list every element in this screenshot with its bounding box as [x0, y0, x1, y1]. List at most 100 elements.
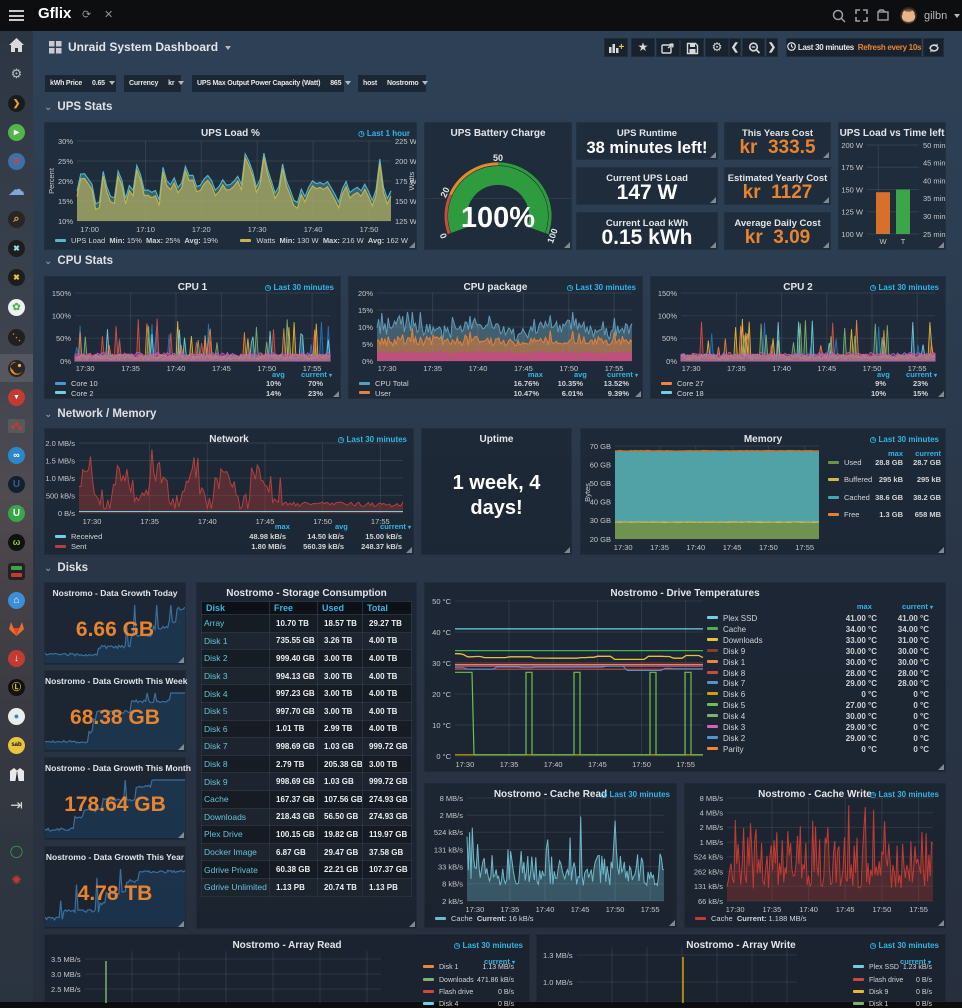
svg-text:15%: 15% [358, 306, 373, 315]
svg-text:17:35: 17:35 [121, 364, 140, 373]
svg-text:17:50: 17:50 [863, 364, 882, 373]
svg-text:17:40: 17:40 [772, 364, 791, 373]
svg-text:17:30: 17:30 [83, 517, 102, 526]
svg-text:100: 100 [545, 227, 560, 245]
svg-text:10 °C: 10 °C [432, 721, 451, 730]
svg-text:0 °C: 0 °C [436, 752, 451, 761]
svg-text:17:45: 17:45 [212, 364, 231, 373]
svg-text:17:55: 17:55 [676, 760, 695, 769]
svg-text:17:45: 17:45 [588, 760, 607, 769]
svg-text:225 W: 225 W [395, 137, 416, 146]
svg-text:17:50: 17:50 [606, 905, 625, 914]
svg-text:200 W: 200 W [841, 141, 864, 150]
svg-text:17:35: 17:35 [140, 517, 159, 526]
svg-text:50%: 50% [662, 334, 677, 343]
svg-text:35 min: 35 min [923, 194, 946, 203]
svg-text:17:40: 17:40 [167, 364, 186, 373]
svg-text:1.3 MB/s: 1.3 MB/s [543, 951, 573, 960]
svg-text:175 W: 175 W [395, 177, 416, 186]
svg-text:8 kB/s: 8 kB/s [442, 880, 463, 889]
svg-text:66 kB/s: 66 kB/s [698, 897, 723, 906]
svg-text:100%: 100% [52, 312, 72, 321]
svg-text:15%: 15% [58, 197, 73, 206]
svg-text:40 °C: 40 °C [432, 628, 451, 637]
svg-text:17:55: 17:55 [605, 364, 624, 373]
svg-text:10%: 10% [58, 217, 73, 226]
svg-text:131 kB/s: 131 kB/s [434, 845, 463, 854]
svg-text:150%: 150% [52, 289, 72, 298]
svg-text:17:50: 17:50 [632, 760, 651, 769]
svg-text:0 B/s: 0 B/s [58, 509, 75, 518]
svg-text:50: 50 [493, 153, 503, 163]
svg-text:17:30: 17:30 [76, 364, 95, 373]
svg-text:17:45: 17:45 [256, 517, 275, 526]
svg-text:70 GB: 70 GB [590, 442, 611, 451]
svg-text:Bytes: Bytes [583, 483, 592, 502]
svg-text:50%: 50% [56, 334, 71, 343]
svg-text:0%: 0% [666, 357, 677, 366]
svg-text:150 W: 150 W [395, 197, 416, 206]
svg-text:8 MB/s: 8 MB/s [700, 794, 724, 803]
svg-text:50 min: 50 min [923, 141, 946, 150]
svg-text:17:50: 17:50 [759, 543, 778, 552]
svg-text:25%: 25% [58, 157, 73, 166]
svg-text:17:45: 17:45 [723, 543, 742, 552]
svg-text:20 GB: 20 GB [590, 535, 611, 544]
svg-text:2 MB/s: 2 MB/s [700, 823, 724, 832]
svg-text:17:50: 17:50 [559, 364, 578, 373]
svg-text:5%: 5% [362, 340, 373, 349]
svg-text:125 W: 125 W [395, 217, 416, 226]
svg-text:50 GB: 50 GB [590, 479, 611, 488]
svg-text:17:35: 17:35 [763, 905, 782, 914]
svg-text:17:35: 17:35 [650, 543, 669, 552]
svg-text:17:55: 17:55 [795, 543, 814, 552]
svg-text:2.0 MB/s: 2.0 MB/s [45, 439, 75, 448]
svg-text:17:30: 17:30 [682, 364, 701, 373]
svg-text:Watts: Watts [407, 171, 416, 190]
svg-text:17:40: 17:40 [469, 364, 488, 373]
svg-text:0: 0 [438, 232, 449, 240]
svg-text:100 W: 100 W [841, 230, 864, 239]
svg-text:17:40: 17:40 [304, 225, 323, 234]
svg-text:1.5 MB/s: 1.5 MB/s [45, 456, 75, 465]
svg-text:50 °C: 50 °C [432, 597, 451, 606]
svg-text:17:50: 17:50 [257, 364, 276, 373]
svg-text:30 °C: 30 °C [432, 659, 451, 668]
svg-text:17:35: 17:35 [501, 905, 520, 914]
svg-text:45 min: 45 min [923, 159, 946, 168]
svg-text:W: W [879, 237, 887, 246]
svg-text:20%: 20% [58, 177, 73, 186]
svg-text:175 W: 175 W [841, 163, 864, 172]
svg-text:131 kB/s: 131 kB/s [694, 882, 723, 891]
svg-text:40 min: 40 min [923, 176, 946, 185]
svg-text:17:55: 17:55 [641, 905, 660, 914]
svg-text:2 kB/s: 2 kB/s [442, 897, 463, 906]
svg-text:17:50: 17:50 [313, 517, 332, 526]
svg-text:20 °C: 20 °C [432, 690, 451, 699]
svg-text:2 MB/s: 2 MB/s [440, 811, 464, 820]
svg-text:17:35: 17:35 [727, 364, 746, 373]
svg-text:200 W: 200 W [395, 157, 416, 166]
svg-text:150 W: 150 W [841, 185, 864, 194]
svg-text:30 GB: 30 GB [590, 516, 611, 525]
svg-text:17:55: 17:55 [371, 517, 390, 526]
svg-text:40 GB: 40 GB [590, 498, 611, 507]
svg-text:17:00: 17:00 [80, 225, 99, 234]
svg-text:3.5 MB/s: 3.5 MB/s [51, 955, 81, 964]
svg-text:17:40: 17:40 [198, 517, 217, 526]
svg-text:20: 20 [438, 186, 451, 199]
svg-text:17:35: 17:35 [423, 364, 442, 373]
svg-text:T: T [901, 237, 906, 246]
svg-text:30 min: 30 min [923, 212, 946, 221]
svg-text:524 kB/s: 524 kB/s [434, 828, 463, 837]
svg-text:33 kB/s: 33 kB/s [438, 863, 463, 872]
svg-text:17:45: 17:45 [571, 905, 590, 914]
svg-text:17:50: 17:50 [873, 905, 892, 914]
svg-text:17:30: 17:30 [248, 225, 267, 234]
svg-text:17:40: 17:40 [544, 760, 563, 769]
svg-text:125 W: 125 W [841, 208, 864, 217]
svg-text:1.0 MB/s: 1.0 MB/s [543, 978, 573, 987]
svg-text:17:45: 17:45 [836, 905, 855, 914]
svg-text:8 MB/s: 8 MB/s [440, 794, 464, 803]
svg-text:17:30: 17:30 [726, 905, 745, 914]
